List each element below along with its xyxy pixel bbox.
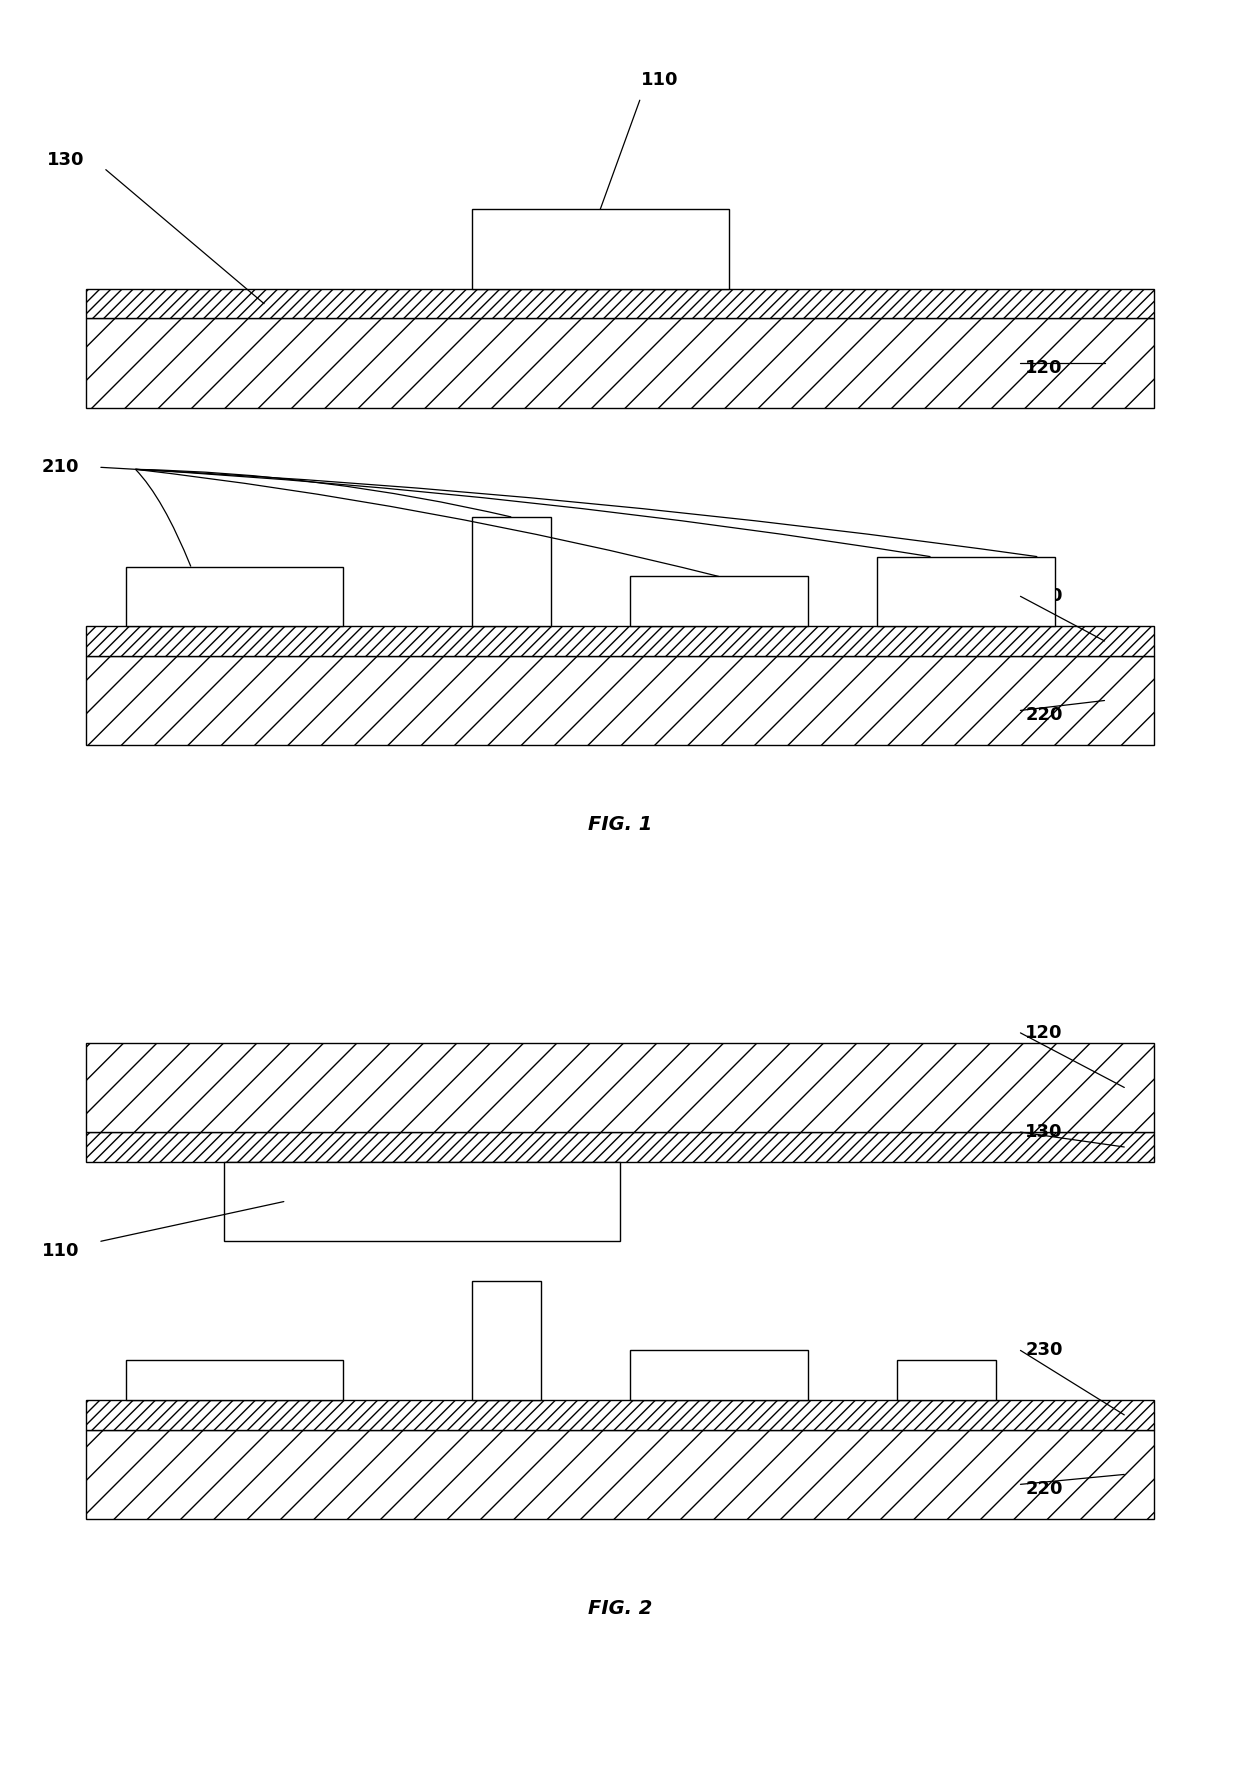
Text: 110: 110 [641,71,678,89]
Bar [630,576,808,626]
Bar [86,626,1154,657]
Bar [125,1361,343,1400]
Bar [86,1133,1154,1161]
Bar [471,209,729,289]
Text: 230: 230 [1025,587,1063,605]
Bar [471,1281,541,1400]
Bar [224,1161,620,1242]
Bar [86,1044,1154,1133]
Text: 130: 130 [1025,1124,1063,1142]
Bar [630,1350,808,1400]
Text: FIG. 2: FIG. 2 [588,1598,652,1618]
Text: FIG. 1: FIG. 1 [588,815,652,835]
Bar [86,657,1154,746]
Text: 130: 130 [46,150,84,169]
Bar [897,1361,996,1400]
Text: 210: 210 [42,458,79,476]
Bar [471,517,551,626]
Text: 220: 220 [1025,1481,1063,1499]
Bar [86,289,1154,319]
Text: 120: 120 [1025,1024,1063,1042]
Bar [86,1400,1154,1429]
Text: 110: 110 [42,1242,79,1260]
Text: 120: 120 [1025,359,1063,376]
Bar [125,567,343,626]
Bar [877,557,1055,626]
Text: 230: 230 [1025,1342,1063,1359]
Text: 220: 220 [1025,706,1063,724]
Bar [86,319,1154,409]
Bar [86,1429,1154,1520]
